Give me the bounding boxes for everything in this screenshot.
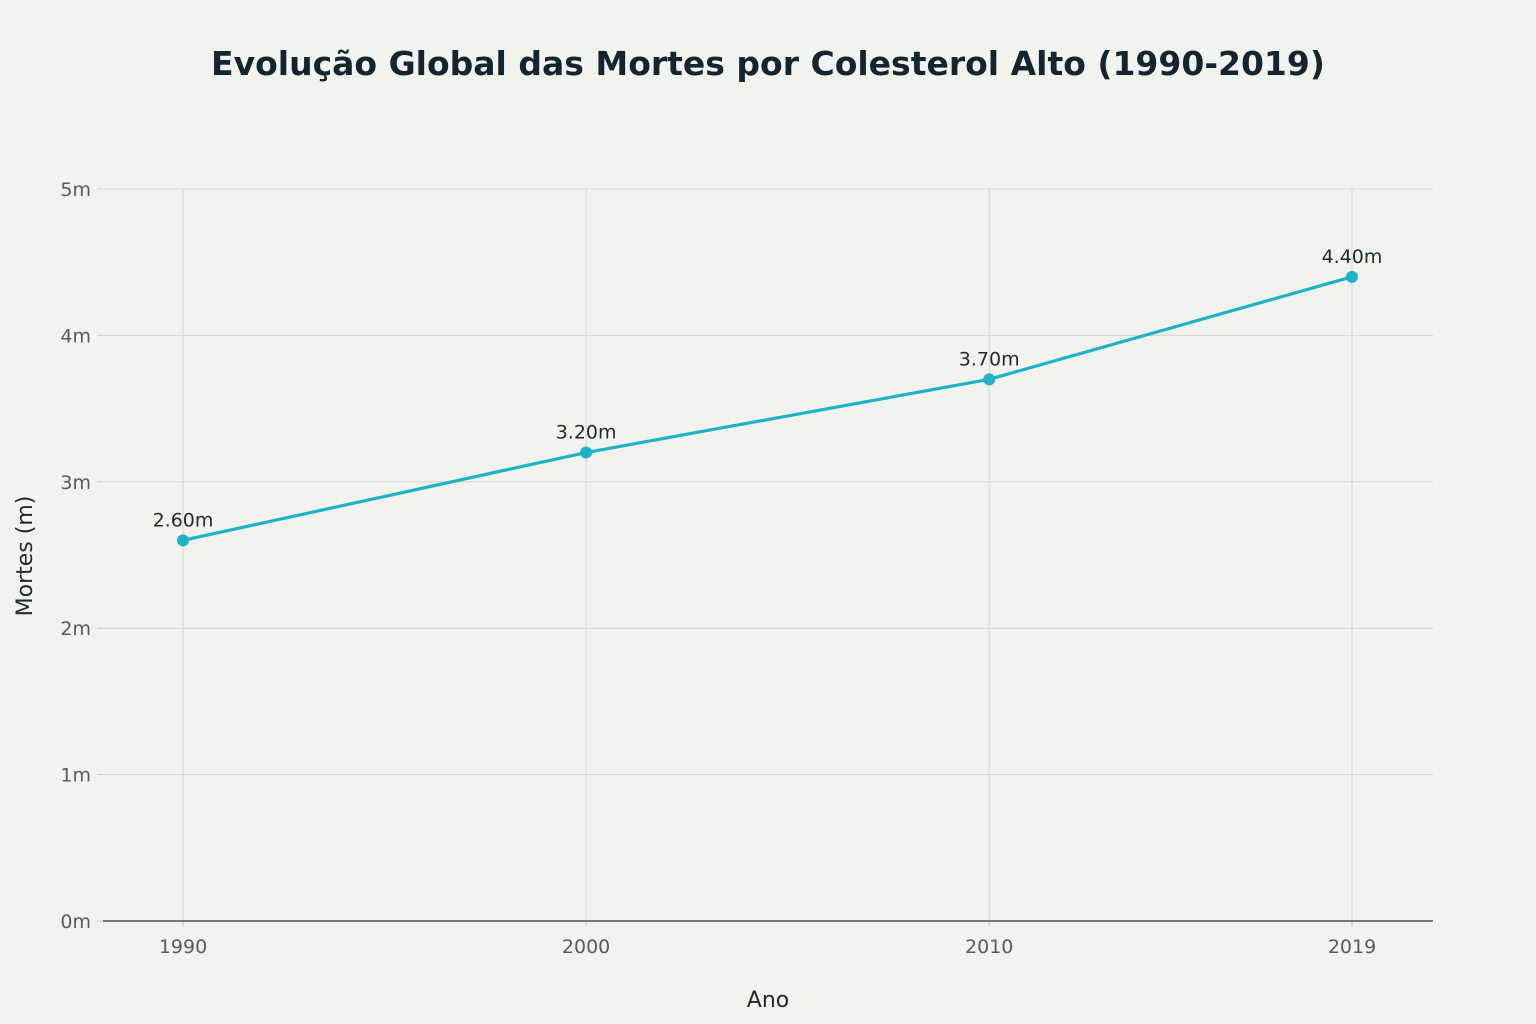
data-labels: 2.60m 3.20m 3.70m 4.40m [153,246,1383,532]
y-axis-title: Mortes (m) [13,496,38,617]
chart-title: Evolução Global das Mortes por Colestero… [211,44,1325,83]
y-tick-label: 4m [60,325,91,347]
data-point[interactable] [1346,270,1358,283]
data-label: 3.70m [959,348,1020,370]
x-axis-title: Ano [747,988,789,1013]
data-point[interactable] [177,534,189,547]
y-tick-label: 3m [60,472,91,494]
y-tick-label: 1m [60,765,91,787]
y-tick-label: 2m [60,618,91,640]
data-label: 3.20m [556,422,617,444]
series [177,270,1358,547]
y-tick-label: 5m [60,179,91,201]
data-point[interactable] [983,373,996,386]
x-tick-label: 1990 [159,936,207,958]
y-tick-label: 0m [60,911,91,933]
axes: 0m 1m 2m 3m 4m 5m 1990 2000 2010 2019 [60,179,1433,958]
x-tick-label: 2019 [1328,936,1376,958]
data-label: 4.40m [1322,246,1383,268]
data-label: 2.60m [153,509,214,531]
x-tick-label: 2010 [965,936,1013,958]
series-line [181,275,1354,542]
data-point[interactable] [580,446,593,459]
x-tick-label: 2000 [562,936,610,958]
grid [103,188,1433,921]
